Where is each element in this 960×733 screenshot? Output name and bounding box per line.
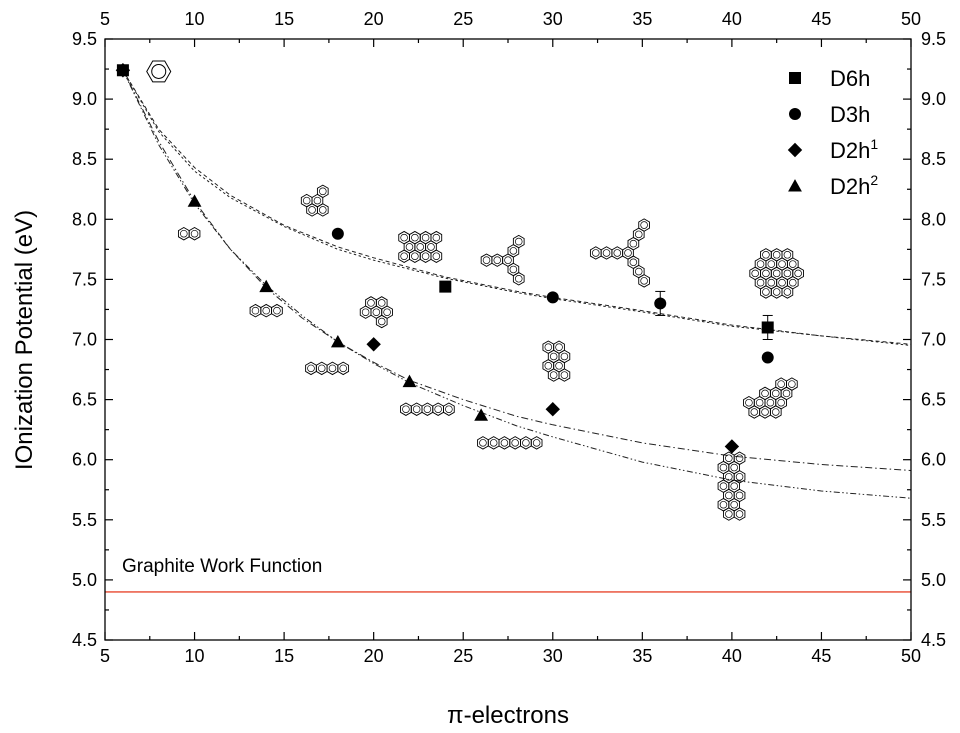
right-tick-label: 5.0 xyxy=(921,570,946,590)
right-tick-label: 4.5 xyxy=(921,630,946,650)
y-axis-label: IOnization Potential (eV) xyxy=(11,210,38,470)
marker-circle xyxy=(761,351,774,364)
x-tick-label: 20 xyxy=(364,646,384,666)
molecule-hexacene xyxy=(477,436,543,450)
marker-circle xyxy=(546,291,559,304)
marker-diamond xyxy=(724,439,740,454)
x-tick-label: 40 xyxy=(722,646,742,666)
right-tick-label: 7.0 xyxy=(921,330,946,350)
legend-entry-label: D3h xyxy=(830,102,870,127)
top-tick-label: 30 xyxy=(543,9,563,29)
marker-diamond xyxy=(366,337,381,352)
molecule-vertical-stack-long xyxy=(717,451,746,521)
top-tick-label: 10 xyxy=(185,9,205,29)
fit-curve-dash-dot-dot xyxy=(122,70,911,499)
fit-curves xyxy=(122,70,911,499)
marker-triangle xyxy=(474,408,489,421)
y-tick-label: 7.5 xyxy=(72,269,97,289)
top-tick-label: 5 xyxy=(100,9,110,29)
axes: 5 10 15 20 25 30 35 40 45 505 10 15 20 25 30 35 40 45 504.… xyxy=(72,9,946,666)
marker-triangle xyxy=(788,179,802,192)
y-tick-label: 9.5 xyxy=(72,29,97,49)
x-axis-label: π-electrons xyxy=(447,702,569,729)
molecule-star-y-small xyxy=(480,234,525,286)
marker-triangle xyxy=(187,194,202,207)
top-tick-label: 45 xyxy=(811,9,831,29)
y-tick-label: 8.0 xyxy=(72,209,97,229)
y-tick-label: 6.0 xyxy=(72,450,97,470)
fit-curve-dash-dot xyxy=(122,70,911,471)
x-tick-label: 10 xyxy=(185,646,205,666)
marker-triangle xyxy=(402,374,417,388)
marker-diamond xyxy=(787,142,803,158)
molecule-insets xyxy=(146,60,804,521)
right-tick-label: 9.0 xyxy=(921,89,946,109)
marker-circle xyxy=(789,108,801,120)
molecule-vertical-stack-3 xyxy=(542,340,571,382)
molecule-benzene xyxy=(146,60,172,83)
molecule-anthracene xyxy=(249,303,283,318)
right-tick-label: 6.0 xyxy=(921,450,946,470)
x-tick-label: 50 xyxy=(901,646,921,666)
legend-entry-label: D2h1 xyxy=(830,136,878,163)
x-tick-label: 30 xyxy=(543,646,563,666)
y-tick-label: 8.5 xyxy=(72,149,97,169)
molecule-pyrene-stack xyxy=(359,296,393,329)
marker-square xyxy=(789,72,801,84)
y-tick-label: 5.5 xyxy=(72,510,97,530)
top-tick-label: 20 xyxy=(364,9,384,29)
right-tick-label: 8.5 xyxy=(921,149,946,169)
fit-curve-dashed xyxy=(122,70,911,345)
marker-square xyxy=(761,321,774,334)
x-tick-label: 25 xyxy=(453,646,473,666)
marker-circle xyxy=(654,297,667,310)
marker-diamond xyxy=(545,402,560,417)
legend-entry-label: D2h2 xyxy=(830,172,878,199)
y-tick-label: 4.5 xyxy=(72,630,97,650)
molecule-naphthalene xyxy=(177,227,201,241)
marker-diamond xyxy=(115,63,131,78)
reference-line-label: Graphite Work Function xyxy=(122,556,322,577)
right-tick-label: 9.5 xyxy=(921,29,946,49)
marker-triangle xyxy=(259,279,274,293)
y-tick-label: 7.0 xyxy=(72,330,97,350)
marker-circle xyxy=(331,227,344,240)
legend-entry-label: D6h xyxy=(830,66,870,91)
top-tick-label: 35 xyxy=(632,9,652,29)
plot-frame xyxy=(104,38,912,641)
x-tick-label: 35 xyxy=(632,646,652,666)
top-tick-label: 25 xyxy=(453,9,473,29)
data-points xyxy=(115,63,774,454)
marker-triangle xyxy=(330,335,345,348)
right-tick-label: 6.5 xyxy=(921,390,946,410)
molecule-propeller xyxy=(743,377,798,419)
x-tick-label: 5 xyxy=(100,646,110,666)
y-tick-label: 9.0 xyxy=(72,89,97,109)
molecule-pentacene xyxy=(400,402,455,416)
top-tick-label: 15 xyxy=(274,9,294,29)
right-tick-label: 8.0 xyxy=(921,209,946,229)
top-tick-label: 50 xyxy=(901,9,921,29)
fit-curve-short-dashed xyxy=(122,70,911,346)
x-tick-label: 15 xyxy=(274,646,294,666)
molecule-triphenylene xyxy=(300,184,329,217)
molecule-tetracene xyxy=(305,361,350,376)
legend: D6h D3h D2h1 D2h2 xyxy=(787,66,878,199)
molecule-coronene-like xyxy=(398,230,443,263)
right-tick-label: 7.5 xyxy=(921,269,946,289)
molecule-circumcoronene xyxy=(749,248,804,299)
x-tick-label: 45 xyxy=(811,646,831,666)
y-tick-label: 6.5 xyxy=(72,390,97,410)
molecule-star-y-large xyxy=(589,218,650,288)
right-tick-label: 5.5 xyxy=(921,510,946,530)
top-tick-label: 40 xyxy=(722,9,742,29)
marker-square xyxy=(439,280,452,293)
y-tick-label: 5.0 xyxy=(72,570,97,590)
